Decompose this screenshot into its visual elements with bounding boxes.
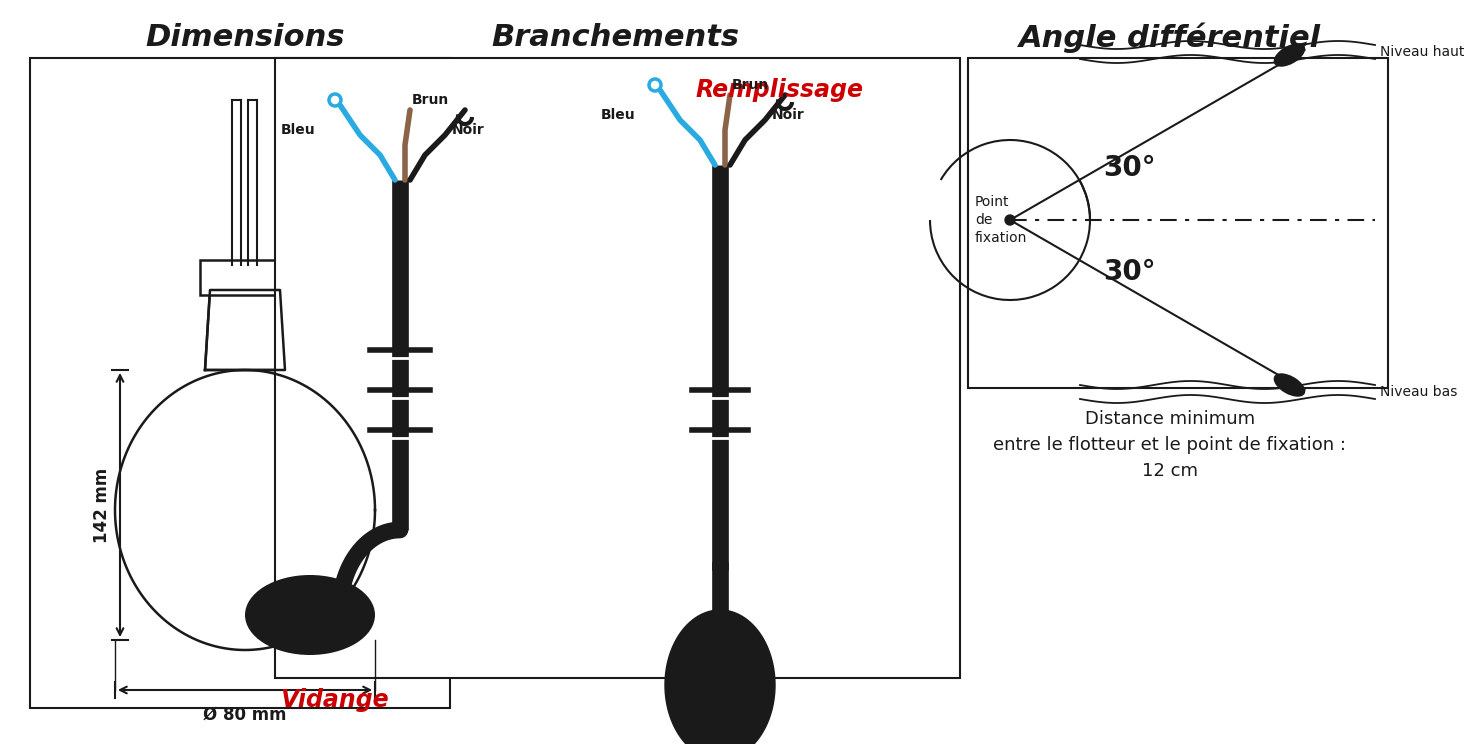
Text: Point: Point <box>975 195 1010 209</box>
Text: Brun: Brun <box>732 78 769 92</box>
Bar <box>29 58 450 708</box>
Text: Bleu: Bleu <box>281 123 315 137</box>
Text: Dimensions: Dimensions <box>146 24 345 53</box>
Circle shape <box>329 94 341 106</box>
Text: Niveau bas: Niveau bas <box>1380 385 1457 399</box>
Ellipse shape <box>245 575 375 655</box>
Text: Noir: Noir <box>772 108 804 122</box>
Circle shape <box>648 79 662 91</box>
Bar <box>969 58 1388 388</box>
Polygon shape <box>664 610 775 744</box>
Text: 142 mm: 142 mm <box>93 467 112 542</box>
Text: Angle différentiel: Angle différentiel <box>1019 23 1322 54</box>
Bar <box>200 260 290 295</box>
Text: Brun: Brun <box>412 93 450 107</box>
Text: Ø 80 mm: Ø 80 mm <box>203 706 287 724</box>
Circle shape <box>1005 215 1014 225</box>
Text: Branchements: Branchements <box>491 24 739 53</box>
Text: fixation: fixation <box>975 231 1028 245</box>
Polygon shape <box>204 290 285 370</box>
Text: de: de <box>975 213 992 227</box>
Bar <box>275 58 960 678</box>
Text: 30°: 30° <box>1104 154 1157 182</box>
Text: Distance minimum
entre le flotteur et le point de fixation :
12 cm: Distance minimum entre le flotteur et le… <box>994 410 1347 481</box>
Text: Niveau haut: Niveau haut <box>1380 45 1464 59</box>
Ellipse shape <box>1273 43 1305 67</box>
Ellipse shape <box>1273 373 1305 397</box>
Text: Bleu: Bleu <box>600 108 635 122</box>
Text: Vidange: Vidange <box>281 688 390 712</box>
Text: 30°: 30° <box>1104 258 1157 286</box>
Text: Noir: Noir <box>451 123 485 137</box>
Text: Remplissage: Remplissage <box>695 78 864 102</box>
